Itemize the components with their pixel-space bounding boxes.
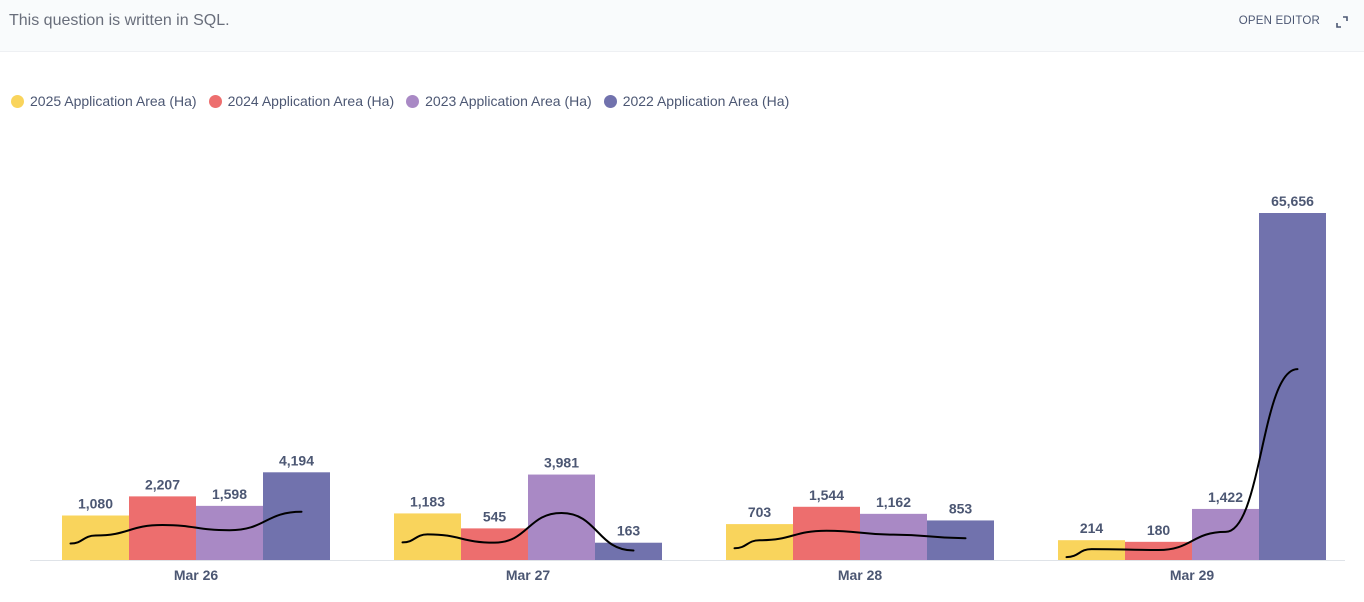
- bar[interactable]: [461, 528, 528, 560]
- x-tick-label: Mar 28: [838, 567, 883, 583]
- legend-label: 2023 Application Area (Ha): [425, 93, 592, 109]
- bar[interactable]: [927, 520, 994, 560]
- bar-value-label: 1,598: [212, 486, 247, 502]
- bar-value-label: 853: [949, 500, 973, 516]
- x-tick-label: Mar 27: [506, 567, 551, 583]
- bar[interactable]: [1192, 508, 1259, 560]
- trend-annotation-line: [1065, 368, 1299, 559]
- bar-value-label: 1,422: [1208, 489, 1243, 505]
- legend-label: 2025 Application Area (Ha): [30, 93, 197, 109]
- bar-value-label: 4,194: [279, 452, 314, 468]
- bar[interactable]: [129, 496, 196, 560]
- legend-item[interactable]: 2024 Application Area (Ha): [208, 93, 395, 109]
- bar[interactable]: [528, 474, 595, 560]
- legend-label: 2024 Application Area (Ha): [227, 93, 395, 109]
- legend-item[interactable]: 2025 Application Area (Ha): [11, 93, 197, 109]
- bar-value-label: 2,207: [145, 476, 180, 492]
- top-bar: This question is written in SQL. OPEN ED…: [0, 0, 1364, 52]
- bar-value-label: 545: [483, 508, 507, 524]
- bar-value-label: 703: [748, 504, 772, 520]
- trend-annotation-line: [69, 510, 303, 545]
- open-editor-button[interactable]: OPEN EDITOR: [1238, 15, 1320, 27]
- bar[interactable]: [263, 472, 330, 560]
- bar[interactable]: [726, 524, 793, 560]
- bar-value-label: 1,183: [410, 493, 445, 509]
- legend-item[interactable]: 2022 Application Area (Ha): [603, 93, 790, 109]
- bar-value-label: 180: [1147, 522, 1171, 538]
- sql-note: This question is written in SQL.: [9, 12, 230, 29]
- bar-value-label: 1,162: [876, 494, 911, 510]
- chart-legend: 2025 Application Area (Ha) 2024 Applicati…: [11, 93, 789, 109]
- legend-dot-icon: [406, 94, 420, 108]
- legend-label: 2022 Application Area (Ha): [622, 93, 790, 109]
- trend-annotation-line: [733, 529, 967, 550]
- bar-value-label: 1,544: [809, 487, 844, 503]
- trend-annotation-line: [401, 512, 635, 552]
- bar[interactable]: [196, 505, 263, 560]
- legend-item[interactable]: 2023 Application Area (Ha): [406, 93, 592, 109]
- x-tick-label: Mar 29: [1170, 567, 1215, 583]
- legend-dot-icon: [11, 94, 24, 108]
- expand-icon[interactable]: [1334, 14, 1350, 30]
- bar-value-label: 163: [617, 523, 641, 539]
- bar[interactable]: [860, 513, 927, 560]
- bar-value-label: 214: [1080, 520, 1104, 536]
- legend-dot-icon: [208, 94, 222, 108]
- bar-value-label: 65,656: [1271, 193, 1314, 209]
- bar-value-label: 3,981: [544, 455, 579, 471]
- bar[interactable]: [1259, 213, 1326, 560]
- bar-value-label: 1,080: [78, 495, 113, 511]
- bar[interactable]: [62, 515, 129, 560]
- legend-dot-icon: [603, 94, 617, 108]
- bar[interactable]: [595, 542, 662, 560]
- x-tick-label: Mar 26: [174, 567, 219, 583]
